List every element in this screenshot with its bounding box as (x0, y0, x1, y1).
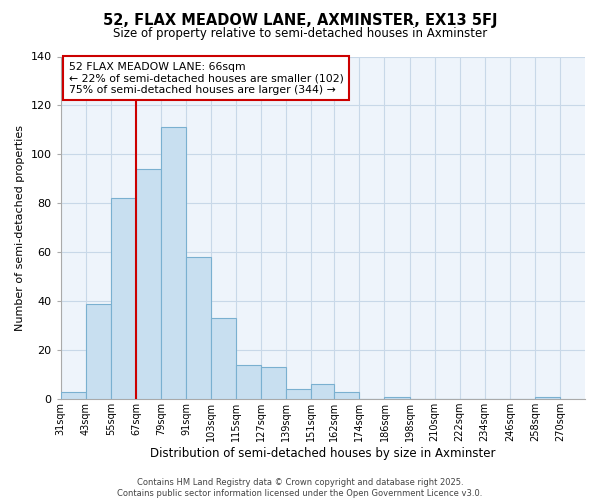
Bar (161, 128, 186, 399)
Bar (385, 396, 410, 399)
Bar (61, 392, 86, 399)
Bar (136, 169, 161, 399)
Text: Contains HM Land Registry data © Crown copyright and database right 2025.
Contai: Contains HM Land Registry data © Crown c… (118, 478, 482, 498)
Bar (286, 390, 311, 399)
Bar (236, 365, 261, 399)
Bar (111, 198, 136, 399)
Bar (535, 396, 560, 399)
Bar (311, 384, 334, 399)
Y-axis label: Number of semi-detached properties: Number of semi-detached properties (15, 125, 25, 331)
Bar (86, 304, 111, 399)
X-axis label: Distribution of semi-detached houses by size in Axminster: Distribution of semi-detached houses by … (150, 447, 496, 460)
Text: Size of property relative to semi-detached houses in Axminster: Size of property relative to semi-detach… (113, 28, 487, 40)
Bar (261, 368, 286, 399)
Bar (211, 318, 236, 399)
Text: 52 FLAX MEADOW LANE: 66sqm
← 22% of semi-detached houses are smaller (102)
75% o: 52 FLAX MEADOW LANE: 66sqm ← 22% of semi… (68, 62, 343, 95)
Bar (334, 392, 359, 399)
Bar (186, 257, 211, 399)
Text: 52, FLAX MEADOW LANE, AXMINSTER, EX13 5FJ: 52, FLAX MEADOW LANE, AXMINSTER, EX13 5F… (103, 12, 497, 28)
